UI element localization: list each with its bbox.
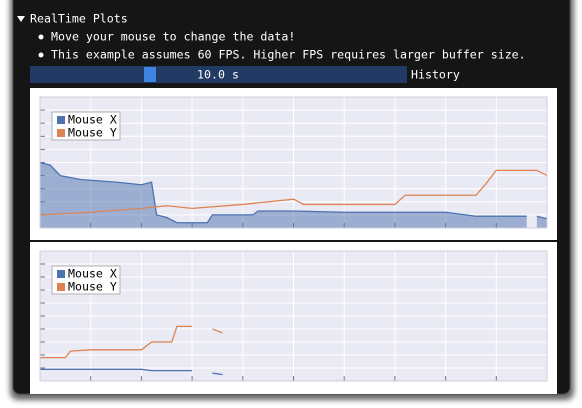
legend-swatch xyxy=(57,283,65,291)
series-line xyxy=(40,368,223,376)
header-title[interactable]: RealTime Plots xyxy=(30,12,128,26)
slider-frame[interactable] xyxy=(30,66,407,83)
series-line xyxy=(39,169,548,216)
plot-border xyxy=(39,250,548,382)
slider-value: 10.0 s xyxy=(197,68,239,82)
legend-swatch xyxy=(57,129,65,137)
series-line xyxy=(40,325,223,359)
legend-label: Mouse X xyxy=(68,113,117,127)
legend-label: Mouse Y xyxy=(68,280,117,294)
bullet-text: This example assumes 60 FPS. Higher FPS … xyxy=(51,48,526,62)
legend-swatch xyxy=(57,116,65,124)
bullet xyxy=(38,34,44,40)
series-line xyxy=(39,161,548,224)
collapse-arrow[interactable] xyxy=(17,16,25,22)
legend-swatch xyxy=(57,270,65,278)
slider-grab[interactable] xyxy=(144,67,156,82)
legend-label: Mouse X xyxy=(68,267,117,281)
legend-label: Mouse Y xyxy=(68,126,117,140)
plot-border xyxy=(39,96,548,229)
bullet-text: Move your mouse to change the data! xyxy=(51,30,295,44)
bullet xyxy=(38,52,44,58)
slider-label: History xyxy=(411,68,460,82)
area-fill xyxy=(40,162,547,228)
